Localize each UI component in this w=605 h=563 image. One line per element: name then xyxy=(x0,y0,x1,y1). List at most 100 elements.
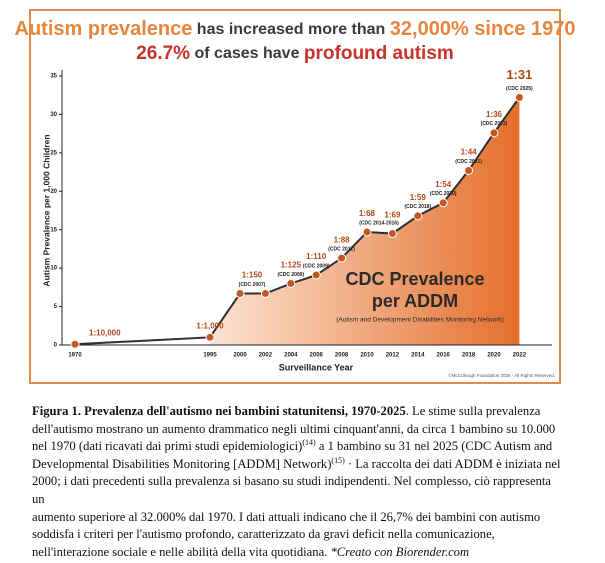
point-label: 1:69 xyxy=(384,211,401,220)
point-label: 1:10,000 xyxy=(89,328,121,337)
point-note: (CDC 2009) xyxy=(277,272,304,278)
caption-text: . Le stime sulla prevalenza xyxy=(405,404,541,418)
data-point xyxy=(311,270,321,280)
y-tick-label: 15 xyxy=(50,227,57,233)
point-label: 1:1,000 xyxy=(196,321,224,330)
caption-line: Figura 1. Prevalenza dell'autismo nei ba… xyxy=(32,403,592,421)
title-segment: Autism prevalence xyxy=(15,18,193,40)
x-tick-label: 2002 xyxy=(259,353,273,359)
point-label: 1:54 xyxy=(435,180,452,189)
data-point xyxy=(337,253,347,263)
title-segment: 32,000% xyxy=(390,18,469,40)
caption-text: (14) xyxy=(302,438,316,447)
point-label: 1:59 xyxy=(410,193,427,202)
point-label: 1:125 xyxy=(281,261,302,270)
x-tick-label: 2016 xyxy=(437,353,451,359)
caption-text: Developmental Disabilities Monitoring [A… xyxy=(32,456,332,471)
x-tick-label: 2010 xyxy=(360,353,374,359)
caption-line: nell'interazione sociale e nelle abilità… xyxy=(32,544,592,562)
caption-text: a 1 bambino su 31 nel 2025 (CDC Autism a… xyxy=(315,439,553,454)
data-point xyxy=(70,339,80,349)
caption-line: Developmental Disabilities Monitoring [A… xyxy=(32,456,592,474)
point-label: 1:31 xyxy=(506,67,532,82)
caption: Figura 1. Prevalenza dell'autismo nei ba… xyxy=(32,403,592,561)
title-segment: has increased more than xyxy=(192,21,389,38)
y-tick-label: 30 xyxy=(50,112,57,118)
data-point xyxy=(387,229,397,239)
y-axis-label: Autism Prevalence per 1,000 Children xyxy=(41,134,51,286)
inner-title: per ADDM xyxy=(372,291,458,311)
data-point xyxy=(235,289,245,299)
caption-text: aumento superiore al 32.000% dal 1970. I… xyxy=(32,509,541,524)
point-note: (CDC 2009) xyxy=(303,263,330,269)
title-segment: since 1970 xyxy=(469,18,576,40)
data-point xyxy=(413,211,423,221)
caption-line: aumento superiore al 32.000% dal 1970. I… xyxy=(32,509,592,527)
x-tick-label: 2004 xyxy=(284,353,298,359)
caption-text: *Creato con Biorender.com xyxy=(330,544,470,559)
x-tick-label: 2000 xyxy=(233,353,247,359)
data-point xyxy=(286,279,296,289)
caption-line: soddisfa i criteri per l'autismo profond… xyxy=(32,526,592,544)
caption-text: Figura 1. Prevalenza dell'autismo nei ba… xyxy=(32,404,406,418)
point-label: 1:44 xyxy=(461,148,478,157)
area-fill xyxy=(210,97,520,346)
x-tick-label: 2012 xyxy=(386,353,400,359)
title-segment: profound autism xyxy=(304,43,454,64)
y-tick-label: 0 xyxy=(54,343,58,349)
point-note: (CDC 2023) xyxy=(481,121,508,127)
caption-text: nell'interazione sociale e nelle abilità… xyxy=(32,544,331,559)
x-axis-label: Surveillance Year xyxy=(279,362,354,372)
caption-line: un xyxy=(32,491,592,509)
caption-line: nel 1970 (dati ricavati dai primi studi … xyxy=(32,438,592,456)
inner-title: CDC Prevalence xyxy=(345,269,484,289)
y-tick-label: 25 xyxy=(50,150,57,156)
point-note: (CDC 2018) xyxy=(404,204,431,210)
chart-title: 26.7% of cases have profound autism xyxy=(136,43,454,64)
data-point xyxy=(489,128,499,138)
point-label: 1:68 xyxy=(359,209,376,218)
x-tick-label: 2018 xyxy=(462,353,476,359)
title-segment: of cases have xyxy=(190,45,304,62)
point-label: 1:110 xyxy=(306,252,327,261)
data-point xyxy=(514,93,524,103)
caption-line: dell'autismo mostrano un aumento drammat… xyxy=(32,421,592,439)
point-note: (CDC 2020) xyxy=(430,191,457,197)
chart-title: Autism prevalence has increased more tha… xyxy=(15,18,576,40)
x-tick-label: 1970 xyxy=(68,353,82,359)
point-note: (CDC 2007) xyxy=(239,282,266,288)
x-tick-label: 2014 xyxy=(411,353,425,359)
caption-text: dell'autismo mostrano un aumento drammat… xyxy=(32,421,556,436)
y-tick-label: 5 xyxy=(54,304,58,310)
data-point xyxy=(205,332,215,342)
chart: Autism prevalence has increased more tha… xyxy=(15,9,576,384)
data-point xyxy=(362,227,372,237)
x-tick-label: 2008 xyxy=(335,353,349,359)
point-note: (CDC 2014-2016) xyxy=(359,220,399,226)
point-note: (CDC 2012) xyxy=(328,246,355,252)
data-point xyxy=(464,166,474,176)
copyright: ©McCullough Foundation 2025 - All Rights… xyxy=(448,372,555,378)
caption-text: · La raccolta dei dati ADDM è iniziata n… xyxy=(344,456,561,471)
x-tick-label: 2006 xyxy=(310,353,324,359)
caption-text: soddisfa i criteri per l'autismo profond… xyxy=(32,527,495,542)
caption-text: nel 1970 (dati ricavati dai primi studi … xyxy=(32,439,303,454)
data-point xyxy=(260,289,270,299)
caption-text: (15) xyxy=(331,455,345,465)
inner-subtitle: (Autism and Development Disabilities Mon… xyxy=(336,317,504,324)
x-tick-label: 2022 xyxy=(513,353,527,359)
title-segment: 26.7% xyxy=(136,43,190,64)
caption-text: un xyxy=(32,491,45,506)
y-tick-label: 20 xyxy=(50,189,57,195)
y-tick-label: 10 xyxy=(50,266,57,272)
point-note: (CDC 2025) xyxy=(506,86,533,92)
point-note: (CDC 2021) xyxy=(455,159,482,165)
y-tick-label: 35 xyxy=(50,74,57,80)
x-tick-label: 2020 xyxy=(487,353,501,359)
point-label: 1:88 xyxy=(334,235,351,244)
data-point xyxy=(438,198,448,208)
caption-line: 2000; i dati precedenti sulla prevalenza… xyxy=(32,473,592,491)
point-label: 1:36 xyxy=(486,110,503,119)
x-tick-label: 1995 xyxy=(203,353,217,359)
